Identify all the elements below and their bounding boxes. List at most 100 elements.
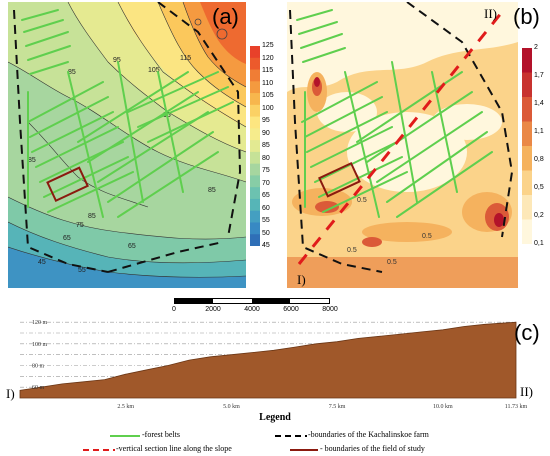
- elevation-colorbar-swatch: [250, 116, 260, 129]
- slope-colorbar-swatch: [522, 219, 532, 245]
- contour-label: 115: [180, 55, 191, 62]
- legend-title: Legend: [259, 412, 291, 423]
- slope-colorbar-svg: [522, 48, 532, 245]
- elevation-colorbar-swatch: [250, 187, 260, 200]
- slope-colorbar-tick: 1,7: [534, 72, 544, 79]
- elevation-colorbar-swatch: [250, 175, 260, 188]
- profile-x-label: 10.0 km: [433, 404, 453, 410]
- contour-label: 0.5: [387, 259, 397, 266]
- elevation-colorbar-swatch: [250, 93, 260, 106]
- elevation-colorbar-swatch: [250, 163, 260, 176]
- elevation-colorbar-swatch: [250, 210, 260, 223]
- slope-colorbar-swatch: [522, 146, 532, 171]
- slope-colorbar-tick: 1,4: [534, 100, 544, 107]
- panel-c-label: (c): [514, 320, 540, 345]
- contour-label: 85: [28, 157, 36, 164]
- elevation-map: 45 55 65 65 75 85 85 85 95 105 115 95 85: [8, 2, 246, 288]
- legend-item-section-line: -vertical section line along the slope: [116, 444, 232, 453]
- slope-colorbar-swatch: [522, 170, 532, 196]
- legend-item-field-boundary: - boundaries of the field of study: [320, 444, 425, 453]
- elevation-colorbar-swatch: [250, 140, 260, 153]
- elevation-colorbar-tick: 125: [262, 42, 274, 49]
- elevation-colorbar-tick: 80: [262, 154, 270, 162]
- scale-bar-segment: [175, 299, 213, 303]
- slope-colorbar-tick: 0,2: [534, 212, 544, 219]
- elevation-colorbar-tick: 50: [262, 229, 270, 237]
- elevation-colorbar-tick: 100: [262, 104, 274, 112]
- elevation-colorbar-tick: 95: [262, 117, 270, 124]
- slope-colorbar-tick: 0,1: [534, 240, 544, 247]
- legend-item-farm-boundary: -boundaries of the Kachalinskoe farm: [308, 430, 429, 439]
- contour-label: 105: [148, 67, 160, 74]
- elevation-colorbar: [250, 46, 260, 247]
- profile-terrain-area: [19, 321, 517, 399]
- section-start-label: I): [6, 386, 15, 401]
- elevation-colorbar-tick: 90: [262, 129, 270, 137]
- scale-bar-label: 8000: [322, 306, 338, 313]
- elevation-colorbar-swatch: [250, 198, 260, 212]
- scale-bar-label: 6000: [283, 306, 299, 313]
- profile-x-label: 2.5 km: [117, 404, 134, 410]
- scale-bar-label: 4000: [244, 306, 260, 313]
- section-end-label: II): [520, 384, 533, 399]
- elevation-colorbar-tick: 110: [262, 79, 274, 87]
- elevation-colorbar-tick: 115: [262, 67, 274, 74]
- contour-label: 85: [208, 187, 216, 194]
- contour-label: 65: [128, 243, 136, 250]
- contour-label: 0.5: [347, 247, 357, 254]
- slope-colorbar-tick: 0,8: [534, 156, 544, 163]
- elevation-colorbar-swatch: [250, 69, 260, 82]
- elevation-colorbar-tick: 70: [262, 179, 270, 187]
- elevation-colorbar-swatch: [250, 222, 260, 235]
- elevation-colorbar-tick: 120: [262, 54, 274, 62]
- contour-label: 95: [113, 57, 121, 64]
- legend-swatches: [83, 435, 318, 451]
- panel-b-label: (b): [513, 4, 540, 29]
- elevation-profile: 120 m 100 m 80 m 60 m 2.5 km 5.0 km 7.5 km 10.0…: [19, 320, 528, 410]
- elevation-colorbar-swatch: [250, 151, 260, 165]
- elevation-colorbar-svg: [250, 46, 260, 247]
- slope-colorbar-tick: 0,5: [534, 184, 544, 191]
- contour-label: 85: [88, 213, 96, 220]
- elevation-colorbar-tick: 45: [262, 242, 270, 249]
- profile-y-label: 120 m: [32, 320, 48, 326]
- slope-map-svg: 0.5 0.5 0.5 0.5: [287, 2, 518, 288]
- profile-y-label: 60 m: [32, 385, 45, 391]
- panel-a-label: (a): [212, 4, 239, 29]
- slope-map: 0.5 0.5 0.5 0.5: [287, 2, 518, 288]
- profile-x-label: 5.0 km: [223, 404, 240, 410]
- contour-label: 65: [63, 235, 71, 242]
- contour-label: 75: [76, 222, 84, 229]
- scale-bar-label: 2000: [205, 306, 221, 313]
- section-start-label-map: I): [297, 272, 306, 287]
- contour-label: 85: [68, 69, 76, 76]
- slope-colorbar-swatch: [522, 195, 532, 220]
- elevation-colorbar-tick: 60: [262, 204, 270, 212]
- elevation-colorbar-tick: 65: [262, 192, 270, 199]
- slope-colorbar: [522, 48, 532, 245]
- profile-y-label: 80 m: [32, 364, 45, 370]
- slope-colorbar-swatch: [522, 48, 532, 73]
- legend-item-forest-belts: -forest belts: [142, 430, 180, 439]
- scale-bar: [174, 298, 330, 304]
- contour-label: 0.5: [357, 197, 367, 204]
- elevation-map-svg: 45 55 65 65 75 85 85 85 95 105 115 95 85: [8, 2, 246, 288]
- slope-colorbar-swatch: [522, 121, 532, 147]
- elevation-colorbar-swatch: [250, 128, 260, 141]
- elevation-colorbar-swatch: [250, 46, 260, 59]
- elevation-colorbar-swatch: [250, 81, 260, 94]
- slope-colorbar-swatch: [522, 72, 532, 98]
- slope-colorbar-tick: 1,1: [534, 128, 544, 135]
- profile-y-label: 100 m: [32, 342, 48, 348]
- profile-x-label: 7.5 km: [329, 404, 346, 410]
- elevation-colorbar-swatch: [250, 234, 260, 247]
- section-end-label-map: II): [484, 6, 497, 21]
- elevation-colorbar-swatch: [250, 104, 260, 118]
- contour-label: 45: [38, 259, 46, 266]
- slope-colorbar-swatch: [522, 97, 532, 122]
- elevation-colorbar-tick: 85: [262, 142, 270, 149]
- elevation-colorbar-tick: 75: [262, 167, 270, 174]
- elevation-colorbar-tick: 105: [262, 92, 274, 99]
- profile-x-label: 11.73 km: [505, 404, 528, 410]
- scale-bar-label: 0: [172, 306, 176, 313]
